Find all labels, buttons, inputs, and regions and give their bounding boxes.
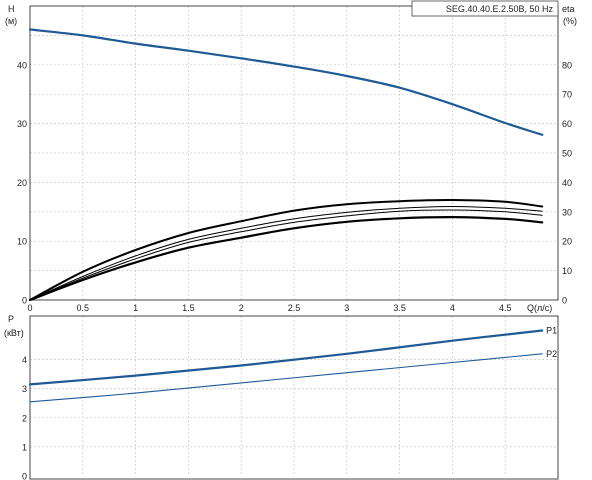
y-right-tick-label: 70 — [562, 90, 572, 100]
y-right-tick-label: 10 — [562, 266, 572, 276]
y-bottom-label-line2: (кВт) — [4, 328, 24, 338]
y-right-tick-label: 20 — [562, 237, 572, 247]
power-series-label: P1 — [546, 326, 557, 336]
y-bottom-tick-label: 4 — [22, 355, 27, 365]
y-right-tick-label: 40 — [562, 178, 572, 188]
y-bottom-label-line1: P — [8, 314, 14, 324]
title-box — [411, 0, 559, 17]
top-series-lines — [28, 28, 544, 302]
head-curve — [28, 28, 544, 136]
y-left-label-line1: H — [8, 4, 15, 14]
y-right-tick-label: 50 — [562, 149, 572, 159]
x-tick-label: 1 — [133, 303, 138, 313]
y-left-tick-label: 20 — [17, 178, 27, 188]
power-series-label: P2 — [546, 349, 557, 359]
y-left-tick-labels: 0 10 20 30 40 — [17, 60, 27, 305]
top-panel-grid — [30, 6, 558, 300]
power-curve-p1 — [28, 329, 544, 386]
x-tick-label: 4 — [450, 303, 455, 313]
y-right-tick-label: 30 — [562, 207, 572, 217]
x-tick-label: 2 — [239, 303, 244, 313]
y-bottom-tick-label: 3 — [22, 384, 27, 394]
y-right-tick-labels: 0 10 20 30 40 50 60 70 80 — [562, 60, 572, 305]
y-right-tick-label: 0 — [562, 296, 567, 306]
x-tick-label: 4.5 — [499, 303, 512, 313]
x-tick-label: 0.5 — [77, 303, 90, 313]
y-right-tick-label: 60 — [562, 119, 572, 129]
x-tick-label: 1.5 — [182, 303, 195, 313]
y-left-label-line2: (м) — [5, 16, 17, 26]
y-bottom-tick-label: 2 — [22, 413, 27, 423]
y-right-label-line1: eta — [562, 4, 575, 14]
y-left-tick-label: 40 — [17, 60, 27, 70]
x-tick-label: 2.5 — [288, 303, 301, 313]
efficiency-curve-1 — [29, 198, 544, 301]
y-left-tick-label: 0 — [22, 296, 27, 306]
y-left-tick-label: 10 — [17, 237, 27, 247]
y-right-label-line2: (%) — [563, 16, 577, 26]
power-curve-p2 — [29, 353, 543, 403]
x-axis-label: Q(л/с) — [527, 303, 552, 313]
x-tick-label: 3.5 — [393, 303, 406, 313]
x-tick-labels: 0 0.5 1 1.5 2 2.5 3 3.5 4 4.5 — [27, 303, 511, 313]
chart-title: SEG.40.40.E.2.50B, 50 Hz — [446, 4, 554, 14]
x-tick-label: 0 — [27, 303, 32, 313]
y-bottom-tick-label: 1 — [22, 442, 27, 452]
y-right-tick-label: 80 — [562, 60, 572, 70]
x-tick-label: 3 — [344, 303, 349, 313]
y-bottom-tick-labels: 0 1 2 3 4 — [22, 355, 27, 480]
y-left-tick-label: 30 — [17, 119, 27, 129]
efficiency-curve-3 — [29, 209, 543, 301]
efficiency-curve-4 — [28, 215, 544, 302]
bottom-panel-frame — [29, 315, 559, 480]
y-bottom-tick-label: 0 — [22, 472, 27, 480]
bottom-panel-grid — [30, 316, 558, 476]
efficiency-curve-2 — [29, 206, 543, 301]
top-panel-frame — [29, 5, 559, 301]
bottom-series-lines: P1 P2 — [28, 326, 557, 403]
